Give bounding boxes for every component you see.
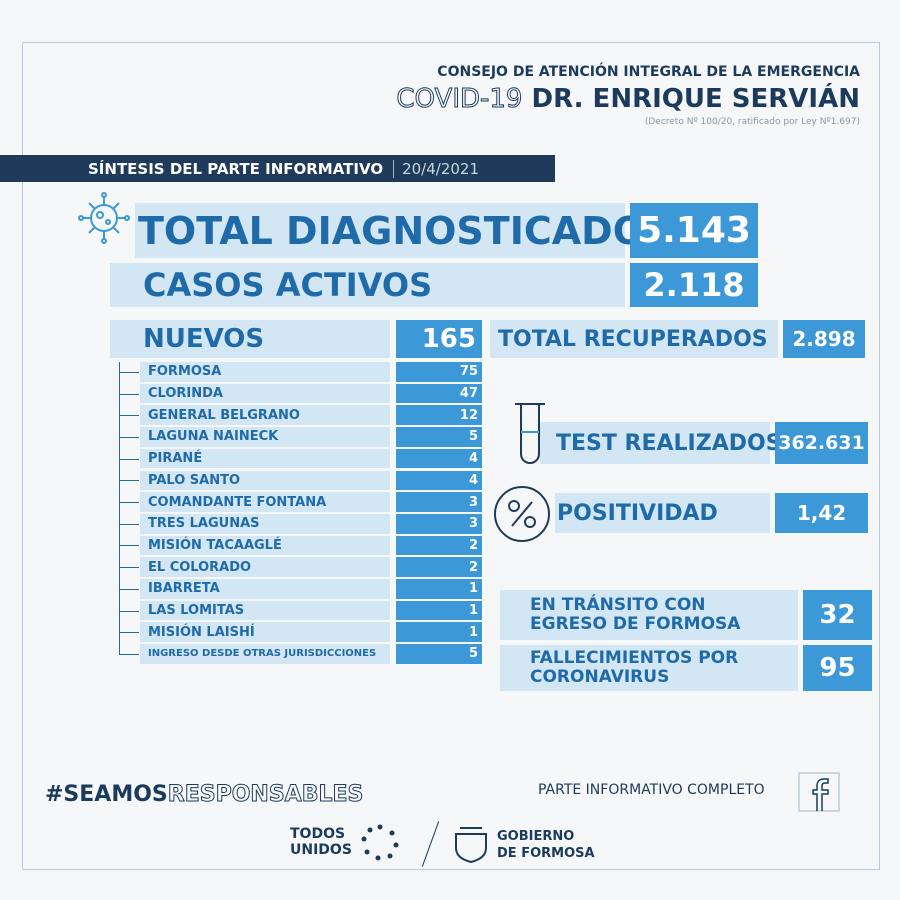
municipality-count: 3 xyxy=(396,492,482,512)
tree-branch xyxy=(119,371,139,373)
logo-line: TODOS xyxy=(290,826,346,842)
municipality-count: 1 xyxy=(396,622,482,643)
shield-icon xyxy=(455,827,487,864)
tests-label: TEST REALIZADOS xyxy=(540,422,782,464)
deaths-label: FALLECIMIENTOS POR CORONAVIRUS xyxy=(500,645,798,691)
tree-branch xyxy=(119,458,139,460)
municipality-count: 4 xyxy=(396,470,482,491)
municipality-count: 2 xyxy=(396,535,482,556)
municipality: PIRANÉ xyxy=(140,448,390,469)
gobierno: GOBIERNO DE FORMOSA xyxy=(497,828,595,862)
municipality-count: 5 xyxy=(396,644,482,664)
municipality-count: 5 xyxy=(396,427,482,447)
hashtag-b: RESPONSABLES xyxy=(167,782,364,808)
tree-branch xyxy=(119,502,139,504)
municipality-count: 4 xyxy=(396,448,482,469)
hashtag-a: #SEAMOS xyxy=(45,782,168,807)
tree-branch xyxy=(119,523,139,525)
active-label: CASOS ACTIVOS xyxy=(110,263,625,307)
new-label: NUEVOS xyxy=(110,320,390,358)
municipality: LAGUNA NAINECK xyxy=(140,427,390,447)
municipality: COMANDANTE FONTANA xyxy=(140,492,390,512)
frame xyxy=(22,42,880,870)
deaths-line: CORONAVIRUS xyxy=(530,667,670,687)
municipality-count: 47 xyxy=(396,383,482,404)
facebook-icon[interactable] xyxy=(798,772,842,814)
diagnosed-label: TOTAL DIAGNOSTICADOS xyxy=(135,203,672,258)
logo-line: UNIDOS xyxy=(290,842,352,858)
municipality: IBARRETA xyxy=(140,579,390,599)
municipality-count: 1 xyxy=(396,579,482,599)
municipality-count: 2 xyxy=(396,557,482,577)
virus-icon xyxy=(78,192,130,244)
municipality: CLORINDA xyxy=(140,383,390,404)
positivity-label: POSITIVIDAD xyxy=(555,493,770,533)
tree-branch xyxy=(119,653,139,655)
tree-trunk xyxy=(119,362,120,655)
municipality: LAS LOMITAS xyxy=(140,600,390,621)
hashtag: #SEAMOSRESPONSABLES xyxy=(45,782,364,808)
municipality-count: 12 xyxy=(396,405,482,426)
new-value: 165 xyxy=(396,320,482,358)
stars-icon xyxy=(361,824,399,861)
tree-branch xyxy=(119,480,139,482)
municipality: FORMOSA xyxy=(140,362,390,382)
tests-value: 362.631 xyxy=(775,422,868,464)
doctor: DR. ENRIQUE SERVIÁN xyxy=(531,84,860,114)
tree-branch xyxy=(119,588,139,590)
active-value: 2.118 xyxy=(630,263,758,307)
municipality-count: 75 xyxy=(396,362,482,382)
transit-line: EN TRÁNSITO CON xyxy=(530,595,706,615)
recovered-label: TOTAL RECUPERADOS xyxy=(490,320,778,358)
municipality: TRES LAGUNAS xyxy=(140,513,390,534)
tree-branch xyxy=(119,632,139,634)
banner-date: 20/4/2021 xyxy=(393,159,479,178)
deaths-line: FALLECIMIENTOS POR xyxy=(530,648,739,668)
municipality: PALO SANTO xyxy=(140,470,390,491)
transit-value: 32 xyxy=(803,590,872,640)
logo-line: GOBIERNO xyxy=(497,829,575,844)
percent-icon xyxy=(494,486,550,542)
deaths-value: 95 xyxy=(803,645,872,691)
full-report: PARTE INFORMATIVO COMPLETO xyxy=(538,782,765,798)
tree-branch xyxy=(119,436,139,438)
council: CONSEJO DE ATENCIÓN INTEGRAL DE LA EMERG… xyxy=(437,64,860,80)
tree-branch xyxy=(119,393,139,395)
transit-label: EN TRÁNSITO CON EGRESO DE FORMOSA xyxy=(500,590,798,640)
municipality: INGRESO DESDE OTRAS JURISDICCIONES xyxy=(140,644,390,664)
banner-title: SÍNTESIS DEL PARTE INFORMATIVO xyxy=(88,159,384,178)
municipality: EL COLORADO xyxy=(140,557,390,577)
recovered-value: 2.898 xyxy=(783,320,865,358)
tree-branch xyxy=(119,567,139,569)
logo-line: DE FORMOSA xyxy=(497,846,595,861)
municipality: MISIÓN LAISHÍ xyxy=(140,622,390,643)
todos-unidos: TODOS UNIDOS xyxy=(290,826,352,858)
positivity-value: 1,42 xyxy=(775,493,868,533)
municipality-count: 1 xyxy=(396,600,482,621)
banner: SÍNTESIS DEL PARTE INFORMATIVO 20/4/2021 xyxy=(0,155,555,182)
municipality: MISIÓN TACAAGLÉ xyxy=(140,535,390,556)
municipality: GENERAL BELGRANO xyxy=(140,405,390,426)
covid: COVID-19 xyxy=(396,84,523,115)
tree-branch xyxy=(119,415,139,417)
diagnosed-value: 5.143 xyxy=(630,203,758,258)
test-icon xyxy=(515,403,545,464)
tree-branch xyxy=(119,610,139,612)
municipality-count: 3 xyxy=(396,513,482,534)
program: COVID-19 DR. ENRIQUE SERVIÁN xyxy=(396,84,860,115)
transit-line: EGRESO DE FORMOSA xyxy=(530,614,741,634)
tree-branch xyxy=(119,545,139,547)
decree: (Decreto Nº 100/20, ratificado por Ley N… xyxy=(644,117,860,127)
